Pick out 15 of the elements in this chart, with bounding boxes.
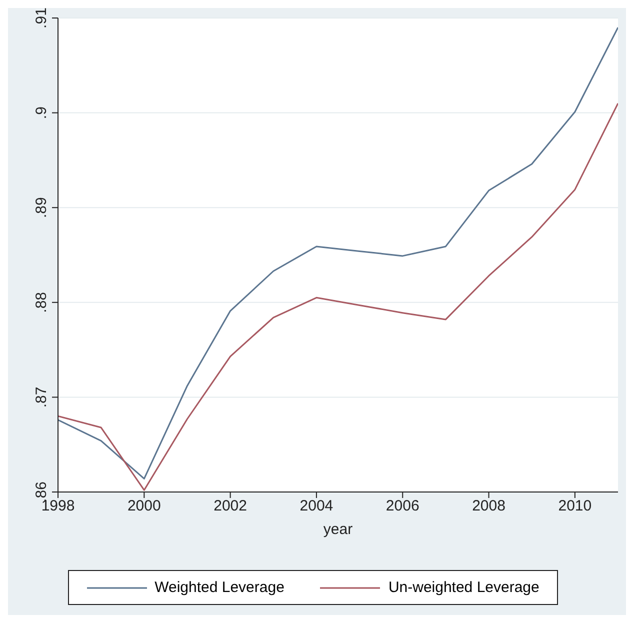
- y-tick-label: .88: [33, 292, 50, 313]
- y-tick-label: .91: [33, 8, 50, 28]
- x-tick-label: 2010: [558, 498, 592, 515]
- x-tick-label: 2006: [386, 498, 420, 515]
- line-series: [58, 26, 618, 480]
- x-tick-label: 2004: [300, 498, 334, 515]
- x-tick-label: 2000: [127, 498, 161, 515]
- x-tick-label: 2002: [214, 498, 247, 515]
- y-tick-label: .87: [33, 386, 50, 408]
- x-tick-label: 2008: [472, 498, 506, 515]
- legend-label: Weighted Leverage: [154, 579, 284, 596]
- x-axis-title: year: [323, 521, 353, 538]
- y-tick-label: .9: [33, 106, 50, 120]
- y-tick-label: .89: [33, 197, 50, 218]
- legend-label: Un-weighted Leverage: [387, 579, 540, 596]
